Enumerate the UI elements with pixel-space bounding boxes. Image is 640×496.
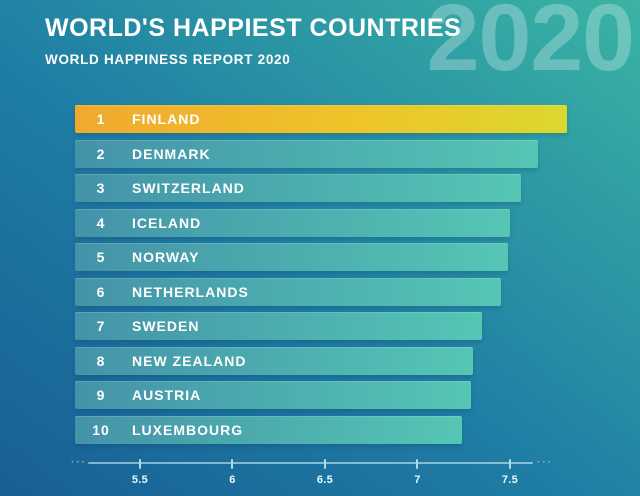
bar-new-zealand: 8 NEW ZEALAND [75, 346, 473, 375]
bar-sweden: 7 SWEDEN [75, 312, 483, 340]
axis-tick [323, 459, 326, 469]
axis-tick [416, 459, 419, 469]
axis-tick-label: 6.5 [316, 474, 334, 486]
country-label: NEW ZEALAND [132, 352, 247, 369]
rank-label: 6 [96, 283, 106, 300]
country-label: NORWAY [132, 249, 200, 265]
rank-label: 4 [96, 214, 106, 231]
axis-line [88, 462, 533, 464]
bar-netherlands: 6 NETHERLANDS [75, 277, 501, 306]
axis-tick [508, 459, 511, 469]
axis-tick-label: 5.5 [131, 474, 149, 486]
rank-label: 10 [92, 421, 110, 438]
country-label: SWEDEN [132, 318, 200, 334]
axis-tick-label: 7.5 [501, 474, 519, 486]
bar-austria: 9 AUSTRIA [75, 381, 472, 409]
axis-tick-label: 6 [229, 474, 236, 486]
bar-chart: 1 FINLAND 2 DENMARK 3 SWITZERLAND 4 ICELAND 5 NOR… [75, 105, 568, 444]
bar-denmark: 2 DENMARK [75, 139, 538, 168]
bar-luxembourg: 10 LUXEMBOURG [75, 415, 462, 444]
country-label: AUSTRIA [132, 387, 202, 403]
axis-tick [138, 459, 141, 469]
page-title: WORLD'S HAPPIEST COUNTRIES [45, 14, 462, 42]
bar-finland: 1 FINLAND [75, 105, 568, 133]
rank-label: 8 [96, 352, 106, 369]
bar-norway: 5 NORWAY [75, 243, 509, 271]
country-label: SWITZERLAND [132, 180, 245, 196]
axis-right-ellipsis: ··· [537, 457, 553, 468]
rank-label: 7 [96, 318, 106, 334]
rank-label: 1 [96, 111, 106, 127]
rank-label: 5 [96, 249, 106, 265]
bar-switzerland: 3 SWITZERLAND [75, 174, 521, 202]
x-axis: ··· ··· 5.5 6 6.5 7 7.5 [71, 455, 575, 495]
country-label: ICELAND [132, 214, 202, 231]
rank-label: 3 [96, 180, 106, 196]
rank-label: 2 [96, 145, 106, 162]
year-watermark: 2020 [426, 0, 635, 91]
rank-label: 9 [96, 387, 106, 403]
axis-left-ellipsis: ··· [71, 457, 87, 468]
bar-iceland: 4 ICELAND [75, 208, 510, 237]
axis-tick-label: 7 [414, 474, 421, 486]
country-label: NETHERLANDS [132, 283, 249, 300]
country-label: DENMARK [132, 145, 211, 162]
page-subtitle: WORLD HAPPINESS REPORT 2020 [45, 52, 291, 67]
country-label: LUXEMBOURG [132, 421, 244, 438]
axis-tick [231, 459, 234, 469]
country-label: FINLAND [132, 111, 201, 127]
